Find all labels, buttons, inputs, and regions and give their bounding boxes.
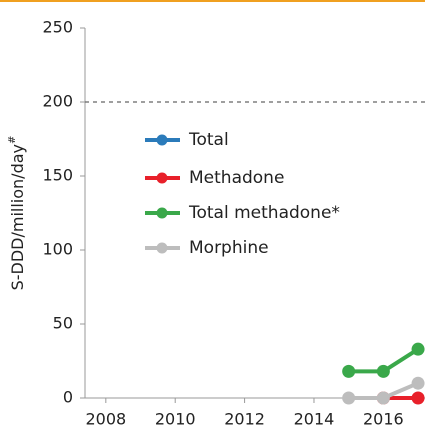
legend: Total Methadone Total methadone* Morphine <box>145 130 340 258</box>
y-tick-label: 100 <box>42 240 73 259</box>
legend-marker <box>156 242 168 254</box>
y-tick-label: 150 <box>42 166 73 185</box>
top-border <box>0 0 425 2</box>
x-tick-label: 2010 <box>155 410 196 429</box>
y-axis-label: S-DDD/million/day# <box>7 136 27 291</box>
y-axis-label-text: S-DDD/million/day <box>8 144 27 290</box>
x-tick-label: 2008 <box>85 410 126 429</box>
x-tick-label: 2012 <box>224 410 265 429</box>
y-tick-label: 200 <box>42 92 73 111</box>
y-axis-label-sup: # <box>7 136 18 144</box>
legend-marker <box>156 207 168 219</box>
series-marker <box>376 364 390 378</box>
legend-label: Total <box>188 130 229 150</box>
legend-label: Total methadone* <box>188 203 340 223</box>
series-marker <box>411 342 425 356</box>
series-marker <box>376 391 390 405</box>
x-tick-label: 2016 <box>363 410 404 429</box>
series-marker <box>411 391 425 405</box>
series-marker <box>342 364 356 378</box>
y-tick-label: 50 <box>53 314 73 333</box>
y-tick-label: 250 <box>42 18 73 37</box>
legend-marker <box>156 134 168 146</box>
legend-label: Morphine <box>189 238 269 258</box>
legend-marker <box>156 172 168 184</box>
x-tick-label: 2014 <box>294 410 335 429</box>
series-marker <box>411 376 425 390</box>
y-tick-label: 0 <box>63 388 73 407</box>
legend-label: Methadone <box>189 168 284 188</box>
series-marker <box>342 391 356 405</box>
